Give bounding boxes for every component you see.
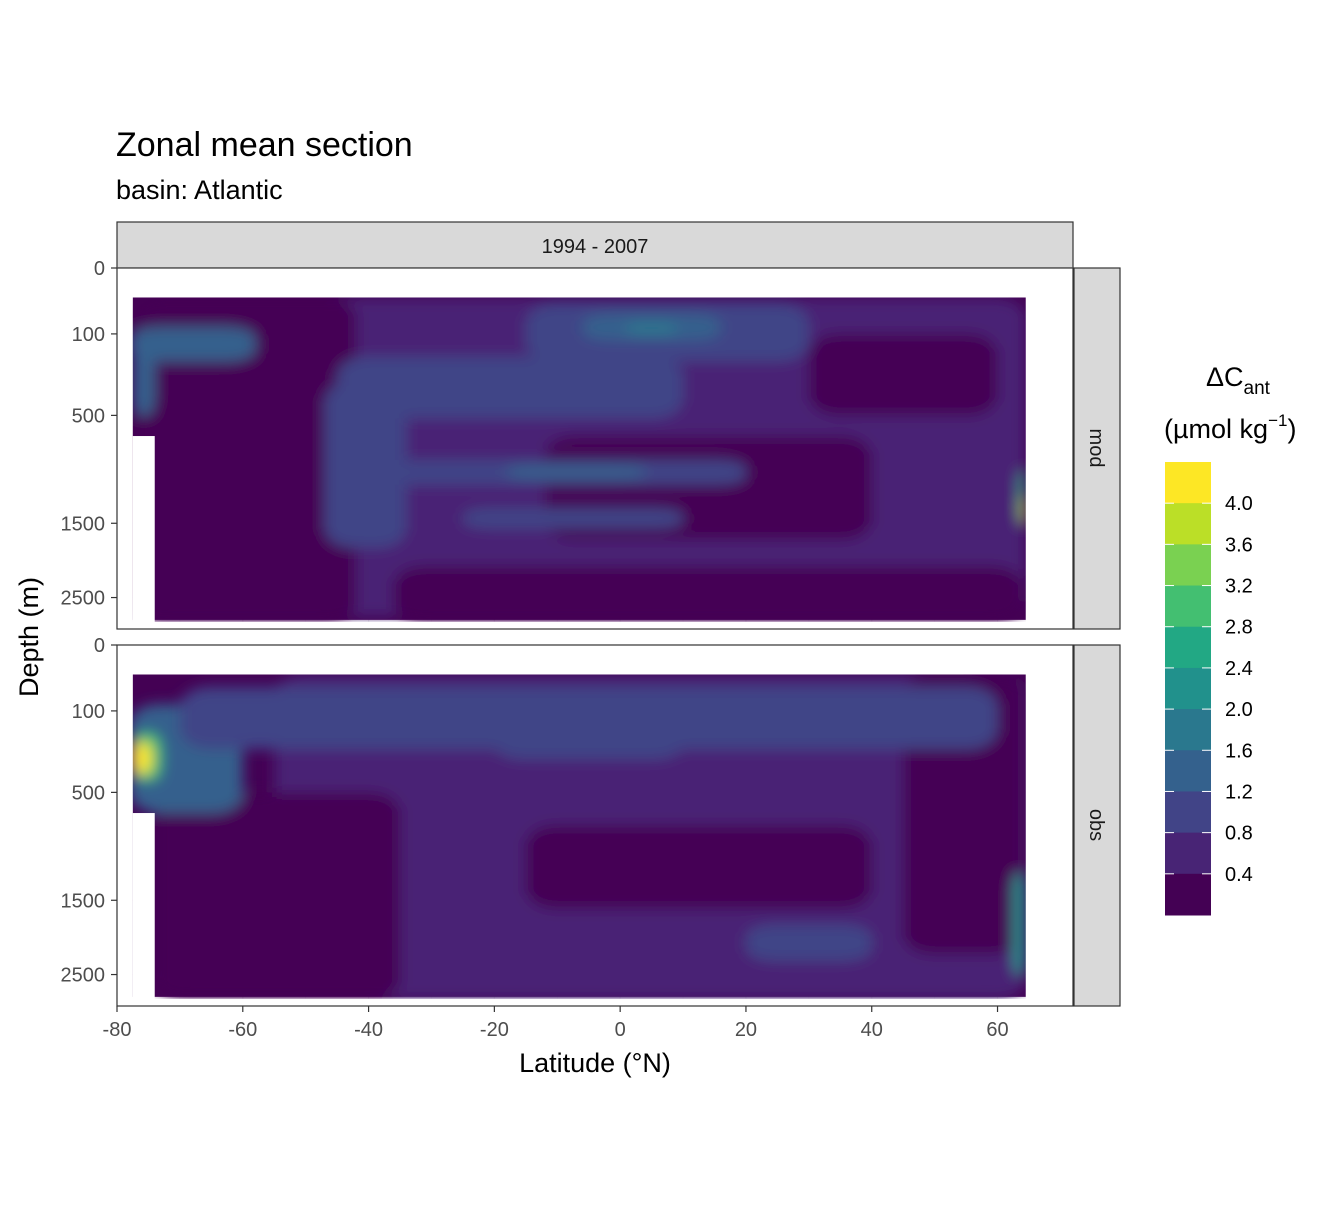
legend-label: 1.6 xyxy=(1225,740,1253,762)
row-strip-obs-background xyxy=(1073,644,1121,1007)
row-strip-obs-label: obs xyxy=(1085,809,1107,841)
legend-labels: 4.0 3.6 3.2 2.8 2.4 2.0 1.6 1.2 0.8 0.4 xyxy=(1225,493,1253,886)
contour-region xyxy=(626,323,677,334)
field-contours xyxy=(129,297,1026,623)
panel-mod-border xyxy=(116,267,1074,630)
legend-swatch xyxy=(1165,791,1211,834)
legend-label: 0.4 xyxy=(1225,864,1253,886)
legend-unit: (µmol kg−1) xyxy=(1164,411,1296,444)
x-tick-label: -20 xyxy=(480,1019,509,1041)
no-data-mask xyxy=(132,436,155,629)
legend-swatch xyxy=(1165,626,1211,669)
no-data-mask xyxy=(117,998,1073,1006)
y-tick-label: 1500 xyxy=(61,890,106,912)
contour-region xyxy=(179,686,998,750)
legend-swatch xyxy=(1165,503,1211,545)
column-strip-background xyxy=(116,221,1074,269)
legend-swatch xyxy=(1165,709,1211,751)
no-data-mask xyxy=(117,621,1073,629)
legend-swatch xyxy=(1165,585,1211,628)
field-contours xyxy=(129,674,1026,1000)
legend-colorbar xyxy=(1165,462,1211,916)
x-tick-label: -80 xyxy=(103,1019,132,1041)
panel-mod-field xyxy=(117,268,1073,629)
x-tick-label: 0 xyxy=(615,1019,626,1041)
legend-swatch xyxy=(1165,832,1211,875)
legend-swatch xyxy=(1165,873,1211,916)
legend-label: 1.2 xyxy=(1225,781,1253,803)
panel-obs: obs 0 100 500 1500 2500 xyxy=(61,635,1121,1007)
chart-title: Zonal mean section xyxy=(116,126,413,164)
legend-unit-close: ) xyxy=(1287,414,1296,444)
legend-unit-superscript: −1 xyxy=(1268,411,1287,430)
contour-region xyxy=(1021,496,1026,524)
y-tick-label: 500 xyxy=(72,405,105,427)
legend-unit-open: (µmol kg xyxy=(1164,414,1268,444)
no-data-mask xyxy=(117,645,1073,675)
chart-subtitle: basin: Atlantic xyxy=(116,175,283,205)
x-tick-label: 20 xyxy=(735,1019,757,1041)
legend: ΔCant (µmol kg−1) 4.0 3.6 3.2 2.8 2.4 2.0 1.6 1… xyxy=(1164,362,1296,916)
legend-label: 3.6 xyxy=(1225,534,1253,556)
contour-region xyxy=(132,742,152,774)
y-axis-title: Depth (m) xyxy=(14,577,44,697)
contour-region xyxy=(132,340,155,416)
y-tick-label: 2500 xyxy=(61,588,106,610)
y-tick-label: 100 xyxy=(72,324,105,346)
row-strip-mod-background xyxy=(1073,267,1121,630)
y-tick-label: 0 xyxy=(94,635,105,657)
contour-region xyxy=(745,924,872,962)
column-strip: 1994 - 2007 xyxy=(116,221,1074,269)
legend-label: 4.0 xyxy=(1225,493,1253,515)
no-data-mask xyxy=(132,813,155,1006)
contour-region xyxy=(337,356,684,419)
contour-region xyxy=(129,326,256,362)
legend-swatch xyxy=(1165,667,1211,710)
legend-label: 2.8 xyxy=(1225,617,1253,639)
legend-swatch xyxy=(1165,544,1211,587)
panel-obs-border xyxy=(116,644,1074,1007)
x-tick-label: -60 xyxy=(228,1019,257,1041)
no-data-mask xyxy=(117,268,133,629)
panel-mod-y-axis: 0 100 500 1500 2500 xyxy=(61,258,117,610)
y-tick-label: 1500 xyxy=(61,513,106,535)
contour-region xyxy=(1013,873,1026,975)
legend-label: 2.4 xyxy=(1225,658,1253,680)
no-data-mask xyxy=(1025,645,1073,1006)
legend-title-subscript: ant xyxy=(1244,378,1271,399)
contour-region xyxy=(324,382,407,548)
x-tick-label: 60 xyxy=(986,1019,1008,1041)
x-tick-label: -40 xyxy=(354,1019,383,1041)
legend-swatch xyxy=(1165,462,1211,504)
y-tick-label: 0 xyxy=(94,258,105,280)
legend-label: 3.2 xyxy=(1225,576,1253,598)
legend-label: 2.0 xyxy=(1225,699,1253,721)
contour-region xyxy=(506,465,646,479)
row-strip-mod-label: mod xyxy=(1085,429,1107,468)
legend-title-main: ΔC xyxy=(1206,362,1244,392)
x-tick-label: 40 xyxy=(861,1019,883,1041)
contour-region xyxy=(525,825,872,909)
contour-region xyxy=(393,566,1023,623)
no-data-mask xyxy=(1025,268,1073,629)
contour-region xyxy=(462,508,684,529)
panel-obs-y-axis: 0 100 500 1500 2500 xyxy=(61,635,117,987)
contour-region xyxy=(132,297,356,623)
legend-swatch xyxy=(1165,750,1211,792)
contour-region xyxy=(808,333,998,416)
y-tick-label: 100 xyxy=(72,701,105,723)
legend-label: 0.8 xyxy=(1225,823,1253,845)
x-axis-title: Latitude (°N) xyxy=(519,1048,671,1078)
x-axis: -80 -60 -40 -20 0 20 40 60 xyxy=(103,1006,1009,1041)
contour-region xyxy=(154,792,401,1000)
no-data-mask xyxy=(117,268,1073,298)
panel-obs-field xyxy=(117,645,1073,1006)
y-tick-label: 2500 xyxy=(61,965,106,987)
column-strip-label: 1994 - 2007 xyxy=(542,236,649,258)
no-data-mask xyxy=(117,645,133,1006)
y-tick-label: 500 xyxy=(72,782,105,804)
legend-title-symbol: ΔCant xyxy=(1206,362,1271,399)
panel-mod: mod 0 100 500 1500 2500 xyxy=(61,258,1121,630)
